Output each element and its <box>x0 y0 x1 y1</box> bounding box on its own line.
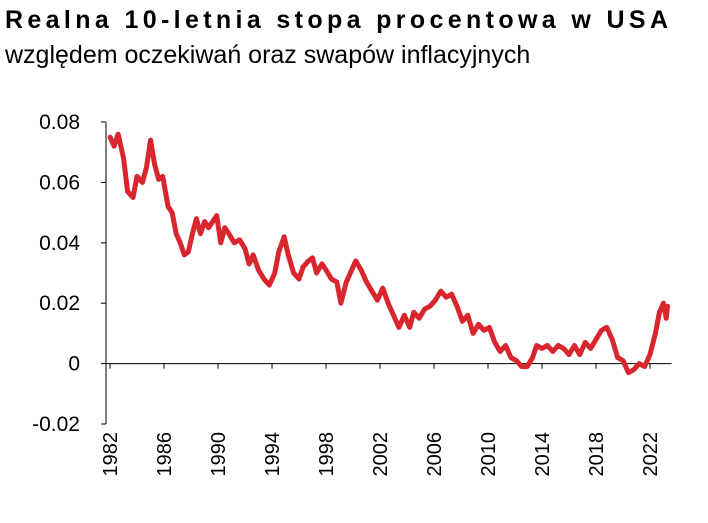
y-tick-label: 0.02 <box>39 292 80 315</box>
x-tick-label: 1994 <box>262 432 284 477</box>
x-tick-label: 1998 <box>316 432 338 477</box>
line <box>107 131 671 376</box>
x-tick-label: 1990 <box>208 432 230 477</box>
y-tick-label: -0.02 <box>32 413 80 436</box>
x-tick-label: 1982 <box>100 432 122 477</box>
x-tick-label: 2014 <box>532 432 554 477</box>
x-tick-label: 2010 <box>478 432 500 477</box>
chart-subtitle: względem oczekiwań oraz swapów inflacyjn… <box>4 41 530 69</box>
x-tick-label: 1986 <box>154 432 176 477</box>
chart-title: Realna 10-letnia stopa procentowa w USA <box>5 6 668 34</box>
x-tick-label: 2002 <box>370 432 392 477</box>
y-tick-label: 0.04 <box>39 232 80 255</box>
x-tick-label: 2006 <box>424 432 446 477</box>
y-tick-label: 0 <box>68 353 80 376</box>
x-tick-label: 2018 <box>586 432 608 477</box>
y-tick-label: 0.08 <box>39 111 80 134</box>
x-tick-label: 2022 <box>640 432 662 477</box>
y-tick-label: 0.06 <box>39 171 80 194</box>
